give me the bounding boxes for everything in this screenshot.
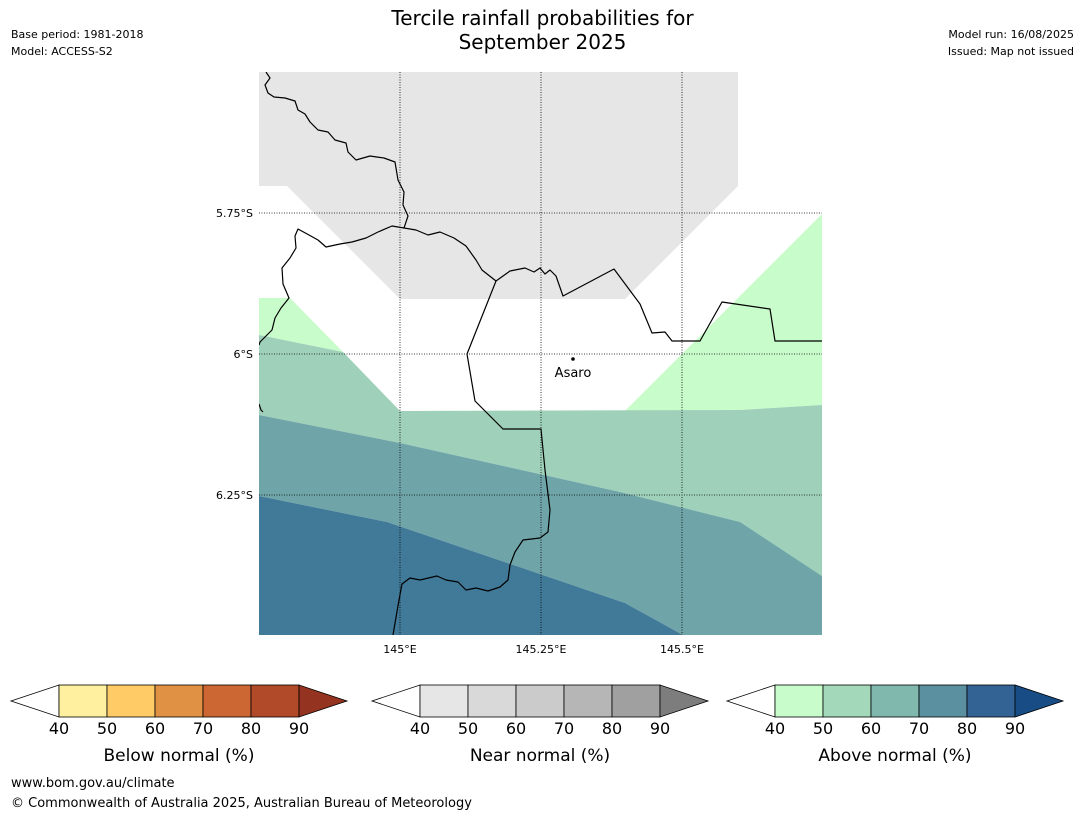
below-normal-tick-60: 60 — [145, 719, 165, 738]
boundary-central — [392, 280, 551, 635]
above-normal-colorbar-segment-70 — [918, 684, 968, 718]
footer-url[interactable]: www.bom.gov.au/climate — [11, 776, 175, 791]
above-normal-colorbar: 40 50 60 70 80 90 Above normal (%) — [725, 684, 1065, 766]
above-normal-50-region — [259, 335, 822, 576]
below-normal-colorbar-high-arrow — [298, 684, 349, 718]
near-normal-tick-50: 50 — [458, 719, 478, 738]
above-normal-colorbar-low-arrow — [725, 684, 776, 718]
near-normal-region — [259, 72, 738, 299]
near-normal-tick-60: 60 — [506, 719, 526, 738]
colorbars: 40 50 60 70 80 90 Below normal (%) 40 50 60 70 80 90… — [9, 684, 1065, 766]
title-line-1: Tercile rainfall probabilities for — [391, 6, 694, 30]
town-label-asaro: Asaro — [555, 366, 592, 381]
footer-copyright: © Commonwealth of Australia 2025, Austra… — [11, 796, 472, 811]
title-line-2: September 2025 — [458, 30, 627, 54]
below-normal-colorbar: 40 50 60 70 80 90 Below normal (%) — [9, 684, 349, 766]
near-normal-colorbar-segment-40 — [419, 684, 469, 718]
lon-label-145: 145°E — [383, 643, 416, 656]
below-normal-colorbar-low-arrow — [9, 684, 60, 718]
province-boundaries — [259, 72, 822, 635]
near-normal-colorbar-segment-50 — [467, 684, 517, 718]
above-normal-tick-50: 50 — [813, 719, 833, 738]
issued-status: Issued: Map not issued — [947, 45, 1074, 58]
meta-right: Model run: 16/08/2025 Issued: Map not is… — [948, 26, 1074, 60]
above-normal-tick-40: 40 — [765, 719, 785, 738]
boundary-north-west — [264, 72, 822, 342]
near-normal-colorbar-low-arrow — [370, 684, 421, 718]
below-normal-colorbar-segment-80 — [250, 684, 300, 718]
below-normal-colorbar-segment-40 — [58, 684, 108, 718]
boundary-west-loop — [259, 225, 405, 346]
above-normal-colorbar-high-arrow — [1014, 684, 1065, 718]
near-normal-colorbar-high-arrow — [659, 684, 710, 718]
near-normal-colorbar-segment-70 — [563, 684, 613, 718]
map-title: Tercile rainfall probabilities for Septe… — [0, 6, 1085, 54]
below-normal-tick-90: 90 — [289, 719, 309, 738]
below-normal-tick-80: 80 — [241, 719, 261, 738]
near-normal-colorbar: 40 50 60 70 80 90 Near normal (%) — [370, 684, 710, 766]
town-marker-asaro — [571, 357, 575, 361]
below-normal-tick-40: 40 — [49, 719, 69, 738]
longitude-labels: 145°E 145.25°E 145.5°E — [383, 643, 704, 656]
above-normal-colorbar-segment-80 — [966, 684, 1016, 718]
near-normal-tick-70: 70 — [554, 719, 574, 738]
meta-left: Base period: 1981-2018 Model: ACCESS-S2 — [11, 26, 143, 60]
below-normal-colorbar-segment-70 — [202, 684, 252, 718]
above-normal-colorbar-segment-60 — [870, 684, 920, 718]
near-normal-colorbar-segment-80 — [611, 684, 661, 718]
model-run: Model run: 16/08/2025 — [948, 28, 1074, 41]
above-normal-40-w-region — [259, 298, 343, 352]
above-normal-40-ne-region — [625, 214, 822, 411]
boundary-west-edge — [259, 403, 264, 413]
map-panel: Asaro — [259, 72, 822, 635]
below-normal-tick-50: 50 — [97, 719, 117, 738]
below-normal-colorbar-label: Below normal (%) — [104, 746, 255, 766]
lat-label-6: 6°S — [234, 348, 253, 361]
above-normal-tick-70: 70 — [909, 719, 929, 738]
near-normal-tick-90: 90 — [650, 719, 670, 738]
base-period: Base period: 1981-2018 — [11, 28, 144, 41]
near-normal-tick-80: 80 — [602, 719, 622, 738]
near-normal-colorbar-segment-60 — [515, 684, 565, 718]
below-normal-colorbar-segment-50 — [106, 684, 156, 718]
above-normal-tick-90: 90 — [1005, 719, 1025, 738]
above-normal-colorbar-segment-40 — [774, 684, 824, 718]
near-normal-colorbar-label: Near normal (%) — [470, 746, 610, 766]
near-normal-tick-40: 40 — [410, 719, 430, 738]
lon-label-145-5: 145.5°E — [660, 643, 704, 656]
above-normal-tick-80: 80 — [957, 719, 977, 738]
model-name: Model: ACCESS-S2 — [11, 45, 113, 58]
above-normal-colorbar-segment-50 — [822, 684, 872, 718]
lon-label-145-25: 145.25°E — [516, 643, 567, 656]
below-normal-colorbar-segment-60 — [154, 684, 204, 718]
above-normal-70-region — [259, 496, 683, 635]
above-normal-tick-60: 60 — [861, 719, 881, 738]
latitude-labels: 5.75°S 6°S 6.25°S — [216, 207, 253, 502]
below-normal-tick-70: 70 — [193, 719, 213, 738]
above-normal-colorbar-label: Above normal (%) — [818, 746, 971, 766]
lat-label-5-75: 5.75°S — [216, 207, 253, 220]
lat-label-6-25: 6.25°S — [216, 489, 253, 502]
